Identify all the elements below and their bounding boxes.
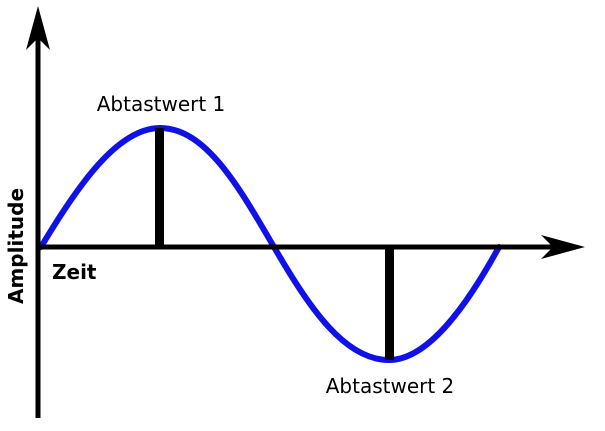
y-axis-label: Amplitude xyxy=(4,188,28,304)
x-axis-arrow-icon xyxy=(541,235,585,259)
sample-label-1: Abtastwert 1 xyxy=(97,92,226,116)
sample-bar-1 xyxy=(155,128,164,248)
sample-label-2: Abtastwert 2 xyxy=(326,374,455,398)
y-axis-arrow-icon xyxy=(26,6,50,50)
sample-bar-2 xyxy=(385,247,394,360)
sine-wave xyxy=(38,124,502,364)
x-axis-label: Zeit xyxy=(52,260,97,284)
